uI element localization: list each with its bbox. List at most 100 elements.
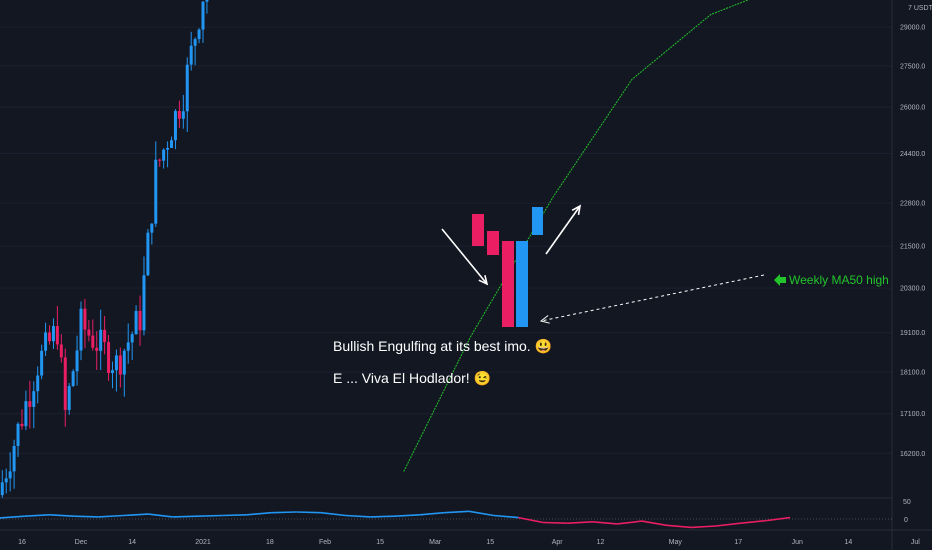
indicator-segment xyxy=(197,514,223,517)
candle xyxy=(114,349,118,392)
currency-label: 7 USDT xyxy=(908,5,932,12)
indicator-scale-label: 0 xyxy=(904,517,908,524)
candle xyxy=(79,301,83,361)
candle xyxy=(170,136,174,148)
ma-label-group: Weekly MA50 high xyxy=(774,273,889,287)
indicator-segment xyxy=(394,514,420,517)
candle xyxy=(24,390,28,431)
indicator-segment xyxy=(740,519,766,524)
indicator-segment xyxy=(246,511,272,516)
y-tick-label: 21500.0 xyxy=(900,244,925,251)
candle xyxy=(20,409,24,430)
candle xyxy=(110,361,114,389)
x-tick-label: 16 xyxy=(18,539,26,546)
indicator-segment xyxy=(370,515,396,518)
x-tick-label: Apr xyxy=(552,539,564,546)
candle xyxy=(201,1,205,43)
candle xyxy=(181,94,185,129)
x-tick-label: 17 xyxy=(734,539,742,546)
indicator-scale-label: 50 xyxy=(903,499,911,506)
indicator-segment xyxy=(444,510,470,514)
indicator-segment xyxy=(345,514,371,518)
indicator-segment xyxy=(715,522,741,527)
indicator-segment xyxy=(518,516,544,524)
y-tick-label: 29000.0 xyxy=(900,25,925,32)
pattern-candle-drawing xyxy=(502,241,514,327)
indicator-segment xyxy=(493,514,519,519)
candle xyxy=(44,322,48,356)
indicator-segment xyxy=(74,515,99,518)
indicator-segment xyxy=(0,515,25,519)
candle xyxy=(8,452,12,492)
indicator-segment xyxy=(567,521,593,524)
candle xyxy=(126,323,130,364)
candle xyxy=(0,470,4,498)
x-tick-label: 14 xyxy=(128,539,136,546)
x-tick-label: Jul xyxy=(911,539,920,546)
candle xyxy=(107,335,111,381)
x-tick-label: 18 xyxy=(266,539,274,546)
candle xyxy=(130,331,134,361)
candle xyxy=(48,325,52,345)
candle xyxy=(197,28,201,44)
candle xyxy=(118,347,122,388)
y-tick-label: 22800.0 xyxy=(900,201,925,208)
x-tick-label: Feb xyxy=(319,539,331,546)
candle xyxy=(166,141,170,168)
indicator-segment xyxy=(148,513,173,518)
candle xyxy=(67,382,71,415)
candle xyxy=(16,422,20,457)
candle xyxy=(154,141,158,227)
candle xyxy=(99,309,103,371)
y-tick-label: 16200.0 xyxy=(900,451,925,458)
indicator-segment xyxy=(543,521,568,524)
candle xyxy=(95,331,99,370)
x-tick-label: 15 xyxy=(486,539,494,546)
indicator-segment xyxy=(641,520,667,527)
indicator-segment xyxy=(765,516,791,522)
candle xyxy=(28,380,32,429)
indicator-segment xyxy=(666,524,692,529)
candle xyxy=(71,369,75,388)
indicator-segment xyxy=(691,525,716,529)
y-tick-label: 18100.0 xyxy=(900,370,925,377)
candle xyxy=(193,37,197,66)
candle xyxy=(51,318,55,349)
left-arrow-icon xyxy=(774,274,786,286)
x-tick-label: 12 xyxy=(597,539,605,546)
candle xyxy=(103,315,107,355)
y-tick-label: 27500.0 xyxy=(900,63,925,70)
indicator-segment xyxy=(296,511,321,514)
candle xyxy=(134,305,138,335)
candle xyxy=(55,305,59,350)
x-tick-label: 15 xyxy=(376,539,384,546)
pattern-candle-drawing xyxy=(532,207,543,235)
candle xyxy=(4,468,8,494)
indicator-segment xyxy=(123,513,149,517)
candle xyxy=(83,299,87,349)
candle xyxy=(36,366,40,404)
candle xyxy=(177,100,181,128)
ma-label: Weekly MA50 high xyxy=(789,273,889,287)
candle xyxy=(173,109,177,150)
indicator-segment xyxy=(468,510,494,517)
pattern-candle-drawing xyxy=(487,231,499,255)
y-tick-label: 17100.0 xyxy=(900,411,925,418)
x-tick-label: Mar xyxy=(429,539,442,546)
candle xyxy=(142,256,146,336)
x-tick-label: Dec xyxy=(75,539,88,546)
candle xyxy=(185,57,189,133)
candle xyxy=(158,158,162,167)
ma50-line xyxy=(403,0,750,472)
annotation-line-2: E ... Viva El Hodlador! 😉 xyxy=(333,370,491,386)
candle xyxy=(32,381,36,429)
y-tick-label: 19100.0 xyxy=(900,330,925,337)
indicator-segment xyxy=(98,514,124,518)
candle xyxy=(189,31,193,71)
x-tick-label: 14 xyxy=(845,539,853,546)
annotation-line-1: Bullish Engulfing at its best imo. 😃 xyxy=(333,338,552,354)
indicator-segment xyxy=(49,514,75,517)
indicator-segment xyxy=(222,514,247,517)
y-tick-label: 20300.0 xyxy=(900,286,925,293)
